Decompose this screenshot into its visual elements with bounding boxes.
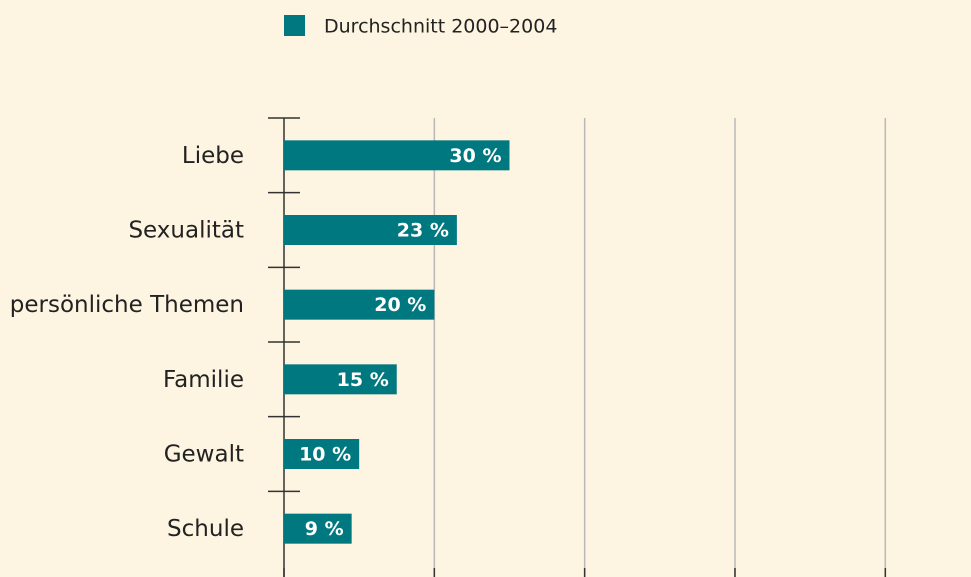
value-label: 9 % — [305, 518, 344, 540]
category-label: persönliche Themen — [10, 292, 244, 318]
bar — [284, 364, 397, 395]
category-label: Familie — [163, 367, 244, 393]
bar — [284, 215, 457, 245]
category-label: Sexualität — [128, 218, 244, 244]
value-label: 10 % — [299, 444, 351, 466]
bar — [284, 289, 435, 320]
category-label: Gewalt — [164, 442, 244, 468]
value-label: 23 % — [397, 220, 449, 242]
category-label: Schule — [167, 516, 244, 542]
legend-swatch — [284, 15, 305, 36]
bar — [284, 140, 510, 171]
legend-label: Durchschnitt 2000–2004 — [324, 16, 557, 38]
bar — [284, 513, 352, 544]
category-label: Liebe — [182, 143, 244, 169]
value-label: 20 % — [374, 294, 426, 316]
value-label: 30 % — [449, 145, 501, 167]
value-label: 15 % — [337, 369, 389, 391]
bar — [284, 439, 360, 469]
